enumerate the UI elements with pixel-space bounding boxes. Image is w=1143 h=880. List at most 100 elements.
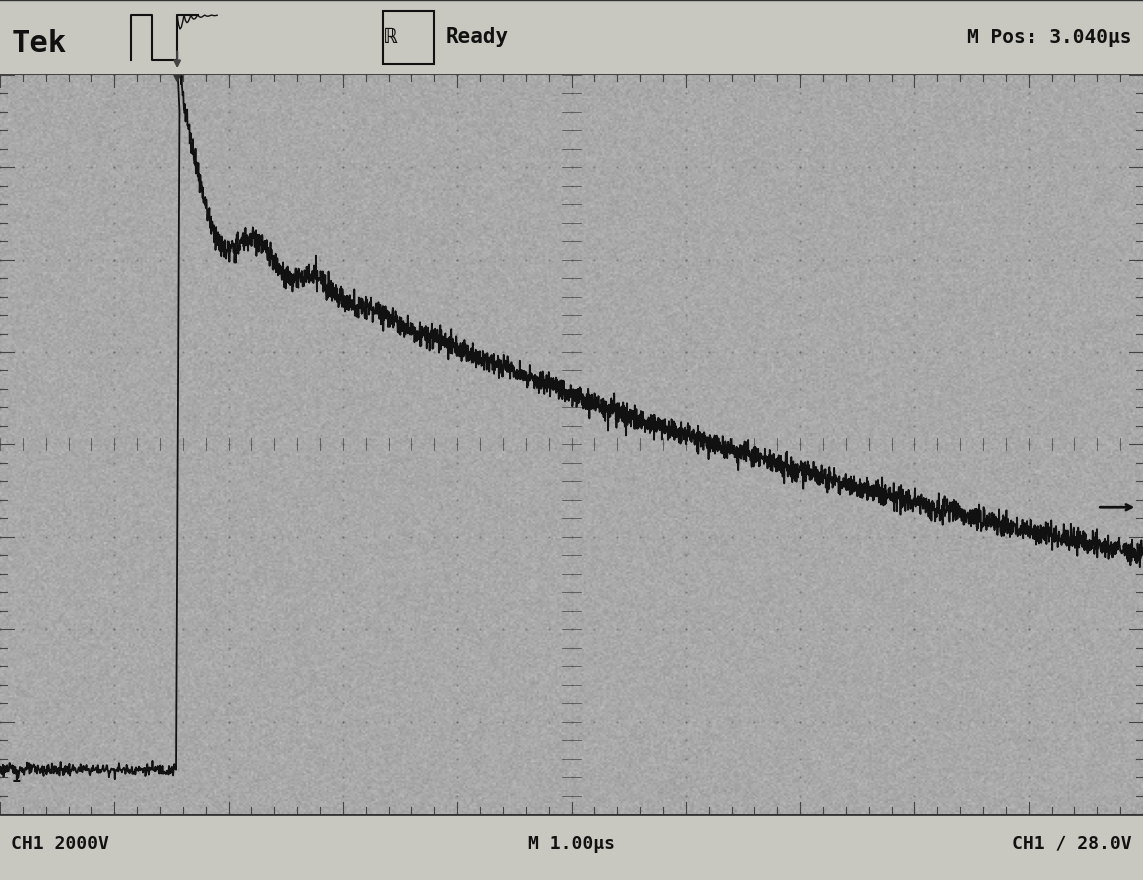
Point bbox=[448, 548, 466, 562]
Point bbox=[677, 659, 695, 673]
Point bbox=[0, 715, 9, 729]
Point bbox=[745, 68, 764, 82]
Point bbox=[197, 160, 215, 174]
Point bbox=[0, 437, 9, 451]
Point bbox=[1134, 715, 1143, 729]
Point bbox=[1134, 567, 1143, 581]
Point bbox=[905, 807, 924, 821]
Point bbox=[905, 788, 924, 803]
Point bbox=[448, 715, 466, 729]
Point bbox=[974, 715, 992, 729]
Point bbox=[768, 807, 786, 821]
Point bbox=[197, 530, 215, 544]
Point bbox=[791, 68, 809, 82]
Point bbox=[1111, 622, 1129, 636]
Point bbox=[334, 641, 352, 655]
Point bbox=[677, 733, 695, 747]
Point bbox=[0, 493, 9, 507]
Point bbox=[997, 622, 1015, 636]
Point bbox=[631, 715, 649, 729]
Point bbox=[562, 567, 581, 581]
Point bbox=[700, 253, 718, 267]
Point bbox=[1020, 400, 1038, 414]
Point bbox=[128, 253, 146, 267]
Point bbox=[448, 659, 466, 673]
Point bbox=[1111, 715, 1129, 729]
Point bbox=[219, 308, 238, 322]
Point bbox=[425, 715, 443, 729]
Point bbox=[0, 604, 9, 618]
Point bbox=[562, 659, 581, 673]
Point bbox=[1088, 345, 1106, 359]
Point bbox=[1020, 807, 1038, 821]
Point bbox=[402, 437, 421, 451]
Point bbox=[791, 604, 809, 618]
Point bbox=[791, 142, 809, 156]
Point bbox=[1134, 622, 1143, 636]
Point bbox=[562, 308, 581, 322]
Point bbox=[0, 179, 9, 193]
Point bbox=[59, 253, 78, 267]
Point bbox=[425, 68, 443, 82]
Point bbox=[791, 788, 809, 803]
Point bbox=[1134, 788, 1143, 803]
Point bbox=[1020, 234, 1038, 248]
Point bbox=[677, 567, 695, 581]
Point bbox=[562, 788, 581, 803]
Point bbox=[631, 68, 649, 82]
Point bbox=[471, 622, 489, 636]
Point bbox=[1042, 253, 1061, 267]
Point bbox=[197, 253, 215, 267]
Point bbox=[585, 807, 604, 821]
Point bbox=[242, 68, 261, 82]
Point bbox=[448, 345, 466, 359]
Point bbox=[334, 715, 352, 729]
Point bbox=[791, 363, 809, 378]
Point bbox=[105, 308, 123, 322]
Point bbox=[334, 400, 352, 414]
Point bbox=[654, 715, 672, 729]
Point bbox=[448, 530, 466, 544]
Point bbox=[219, 363, 238, 378]
Point bbox=[562, 68, 581, 82]
Point bbox=[82, 715, 101, 729]
Point bbox=[0, 253, 9, 267]
Point bbox=[0, 530, 9, 544]
Point bbox=[379, 807, 398, 821]
Point bbox=[334, 160, 352, 174]
Point bbox=[219, 179, 238, 193]
Point bbox=[1020, 179, 1038, 193]
Point bbox=[882, 68, 901, 82]
Point bbox=[311, 715, 329, 729]
Point bbox=[151, 530, 169, 544]
Point bbox=[0, 456, 9, 470]
Point bbox=[219, 641, 238, 655]
Point bbox=[37, 345, 55, 359]
Point bbox=[905, 197, 924, 211]
Point bbox=[334, 363, 352, 378]
Point bbox=[1134, 68, 1143, 82]
Point bbox=[0, 641, 9, 655]
Point bbox=[1134, 216, 1143, 230]
Point bbox=[219, 160, 238, 174]
Point bbox=[471, 345, 489, 359]
Point bbox=[1065, 253, 1084, 267]
Point bbox=[1134, 326, 1143, 341]
Point bbox=[928, 160, 946, 174]
Point bbox=[860, 68, 878, 82]
Point bbox=[105, 548, 123, 562]
Point bbox=[448, 253, 466, 267]
Point bbox=[951, 160, 969, 174]
Point bbox=[1065, 345, 1084, 359]
Point bbox=[1134, 696, 1143, 710]
Point bbox=[562, 622, 581, 636]
Point bbox=[791, 678, 809, 692]
Point bbox=[1134, 770, 1143, 784]
Point bbox=[402, 807, 421, 821]
Point bbox=[905, 290, 924, 304]
Point bbox=[654, 253, 672, 267]
Point bbox=[448, 696, 466, 710]
Point bbox=[905, 179, 924, 193]
Point bbox=[1134, 752, 1143, 766]
Point bbox=[105, 493, 123, 507]
